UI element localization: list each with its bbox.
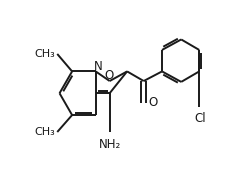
- Text: O: O: [149, 96, 158, 109]
- Text: Cl: Cl: [194, 112, 206, 125]
- Text: CH₃: CH₃: [34, 49, 55, 59]
- Text: CH₃: CH₃: [34, 127, 55, 137]
- Text: NH₂: NH₂: [98, 138, 121, 151]
- Text: N: N: [93, 60, 102, 73]
- Text: O: O: [104, 69, 114, 82]
